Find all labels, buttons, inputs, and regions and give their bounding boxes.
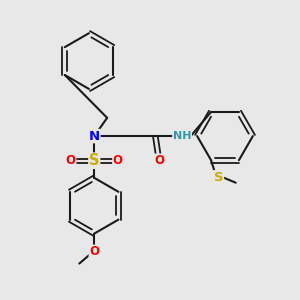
Text: O: O [66, 154, 76, 167]
Text: S: S [214, 171, 224, 184]
Text: S: S [89, 153, 100, 168]
Text: NH: NH [173, 131, 191, 141]
Text: O: O [89, 245, 99, 258]
Text: N: N [89, 130, 100, 142]
Text: O: O [113, 154, 123, 167]
Text: O: O [154, 154, 165, 167]
